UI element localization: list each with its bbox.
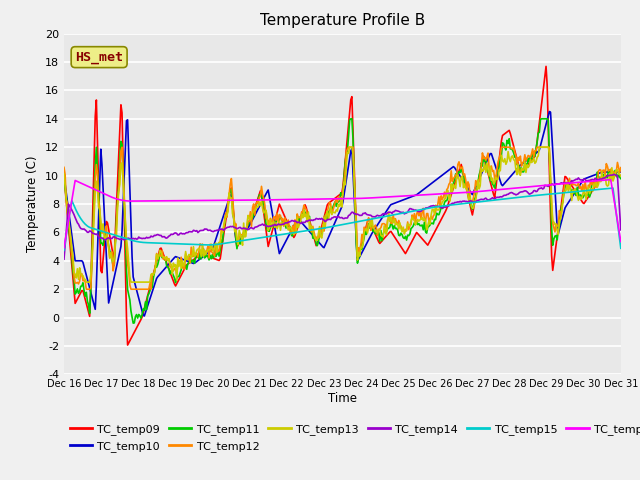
TC_temp10: [362, 241, 370, 247]
TC_temp13: [329, 209, 337, 215]
TC_temp14: [611, 171, 618, 177]
TC_temp09: [606, 173, 614, 179]
TC_temp12: [330, 204, 338, 209]
Line: TC_temp10: TC_temp10: [64, 111, 621, 316]
Y-axis label: Temperature (C): Temperature (C): [26, 156, 40, 252]
TC_temp15: [604, 186, 611, 192]
TC_temp10: [606, 169, 614, 175]
TC_temp13: [617, 173, 625, 179]
TC_temp16: [60, 245, 68, 251]
TC_temp10: [326, 232, 333, 238]
TC_temp12: [118, 144, 126, 150]
TC_temp16: [607, 177, 614, 182]
TC_temp11: [329, 204, 337, 210]
TC_temp13: [326, 210, 333, 216]
TC_temp09: [124, 342, 131, 348]
TC_temp11: [364, 220, 371, 226]
TC_temp11: [519, 169, 527, 175]
TC_temp11: [326, 210, 333, 216]
TC_temp13: [519, 168, 527, 173]
TC_temp11: [394, 227, 401, 233]
TC_temp15: [617, 245, 625, 251]
TC_temp10: [545, 108, 553, 114]
TC_temp13: [60, 171, 68, 177]
TC_temp13: [346, 144, 353, 150]
TC_temp16: [362, 195, 369, 201]
TC_temp10: [617, 169, 625, 175]
TC_temp09: [329, 197, 337, 203]
TC_temp10: [393, 200, 401, 205]
TC_temp15: [328, 224, 335, 229]
TC_temp11: [606, 169, 614, 175]
TC_temp15: [362, 217, 369, 223]
TC_temp14: [328, 215, 335, 221]
TC_temp16: [617, 239, 625, 244]
TC_temp12: [606, 167, 614, 173]
TC_temp13: [83, 279, 90, 285]
Legend: TC_temp09, TC_temp10, TC_temp11, TC_temp12, TC_temp13, TC_temp14, TC_temp15, TC_: TC_temp09, TC_temp10, TC_temp11, TC_temp…: [70, 424, 640, 452]
TC_temp16: [324, 196, 332, 202]
TC_temp14: [516, 189, 524, 195]
TC_temp09: [326, 200, 333, 205]
TC_temp16: [516, 185, 524, 191]
X-axis label: Time: Time: [328, 392, 357, 405]
TC_temp09: [518, 169, 525, 175]
TC_temp15: [609, 185, 617, 191]
TC_temp13: [364, 230, 371, 236]
TC_temp12: [394, 220, 401, 226]
TC_temp09: [362, 223, 370, 228]
TC_temp11: [617, 176, 625, 181]
TC_temp14: [324, 216, 332, 222]
TC_temp12: [60, 165, 68, 170]
TC_temp09: [393, 237, 401, 243]
TC_temp11: [347, 116, 355, 121]
TC_temp16: [604, 177, 611, 183]
TC_temp10: [518, 161, 525, 167]
Line: TC_temp16: TC_temp16: [64, 180, 621, 248]
TC_temp10: [141, 313, 148, 319]
TC_temp12: [617, 165, 625, 170]
Text: HS_met: HS_met: [75, 51, 123, 64]
TC_temp11: [60, 171, 68, 177]
TC_temp12: [83, 286, 90, 292]
TC_temp12: [519, 160, 527, 166]
Line: TC_temp11: TC_temp11: [64, 119, 621, 323]
Line: TC_temp14: TC_temp14: [64, 174, 621, 259]
TC_temp12: [327, 201, 335, 207]
Title: Temperature Profile B: Temperature Profile B: [260, 13, 425, 28]
TC_temp15: [60, 248, 68, 253]
Line: TC_temp13: TC_temp13: [64, 147, 621, 282]
TC_temp12: [364, 219, 371, 225]
TC_temp09: [542, 63, 550, 69]
TC_temp09: [617, 173, 625, 179]
TC_temp10: [329, 224, 337, 230]
TC_temp14: [604, 173, 611, 179]
TC_temp15: [516, 194, 524, 200]
TC_temp11: [129, 320, 137, 326]
TC_temp15: [324, 224, 332, 230]
TC_temp15: [392, 212, 399, 217]
TC_temp09: [60, 173, 68, 179]
Line: TC_temp09: TC_temp09: [64, 66, 621, 345]
TC_temp13: [394, 221, 401, 227]
TC_temp14: [60, 256, 68, 262]
TC_temp16: [328, 196, 335, 202]
TC_temp14: [392, 207, 399, 213]
TC_temp14: [617, 227, 625, 233]
Line: TC_temp15: TC_temp15: [64, 188, 621, 251]
TC_temp16: [392, 193, 399, 199]
Line: TC_temp12: TC_temp12: [64, 147, 621, 289]
TC_temp14: [362, 210, 369, 216]
TC_temp13: [606, 170, 614, 176]
TC_temp10: [60, 173, 68, 179]
